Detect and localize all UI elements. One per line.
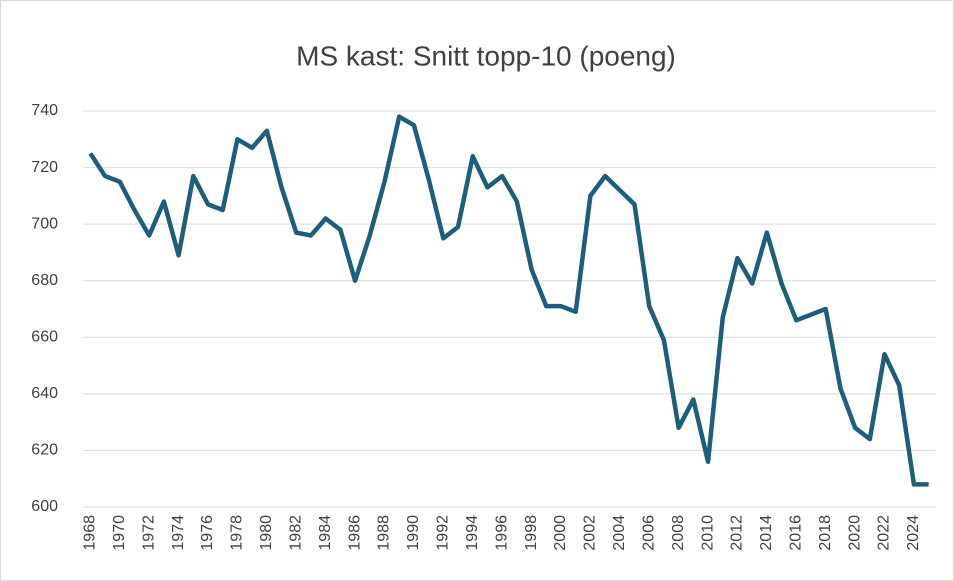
x-tick-label: 2018 [817, 515, 834, 551]
x-tick-label: 2024 [905, 515, 922, 551]
x-tick-label: 1980 [258, 515, 275, 551]
x-tick-label: 1996 [493, 515, 510, 551]
x-tick-label: 1968 [82, 515, 99, 551]
y-tick-label: 660 [31, 329, 58, 346]
x-tick-label: 1972 [140, 515, 157, 551]
x-tick-label: 1992 [435, 515, 452, 551]
x-tick-label: 2012 [729, 515, 746, 551]
x-tick-label: 1994 [464, 515, 481, 551]
x-tick-label: 2008 [670, 515, 687, 551]
x-tick-label: 2022 [876, 515, 893, 551]
x-tick-label: 1982 [287, 515, 304, 551]
x-tick-label: 1998 [523, 515, 540, 551]
x-tick-label: 2000 [552, 515, 569, 551]
x-tick-label: 2006 [640, 515, 657, 551]
chart-title: MS kast: Snitt topp-10 (poeng) [296, 40, 676, 71]
y-tick-label: 700 [31, 215, 58, 232]
x-tick-label: 2002 [582, 515, 599, 551]
x-tick-label: 1990 [405, 515, 422, 551]
y-tick-label: 600 [31, 498, 58, 515]
y-tick-label: 740 [31, 102, 58, 119]
x-tick-label: 2010 [699, 515, 716, 551]
y-tick-label: 680 [31, 272, 58, 289]
x-tick-label: 1976 [199, 515, 216, 551]
x-tick-label: 2016 [788, 515, 805, 551]
y-tick-label: 640 [31, 385, 58, 402]
x-tick-label: 1984 [317, 515, 334, 551]
x-tick-label: 1974 [170, 515, 187, 551]
x-tick-label: 1978 [229, 515, 246, 551]
y-tick-label: 720 [31, 159, 58, 176]
x-tick-label: 2014 [758, 515, 775, 551]
x-tick-label: 1970 [111, 515, 128, 551]
x-tick-label: 2020 [846, 515, 863, 551]
data-line [88, 114, 929, 487]
x-tick-label: 1988 [376, 515, 393, 551]
y-tick-label: 620 [31, 442, 58, 459]
x-tick-label: 2004 [611, 515, 628, 551]
x-tick-label: 1986 [346, 515, 363, 551]
